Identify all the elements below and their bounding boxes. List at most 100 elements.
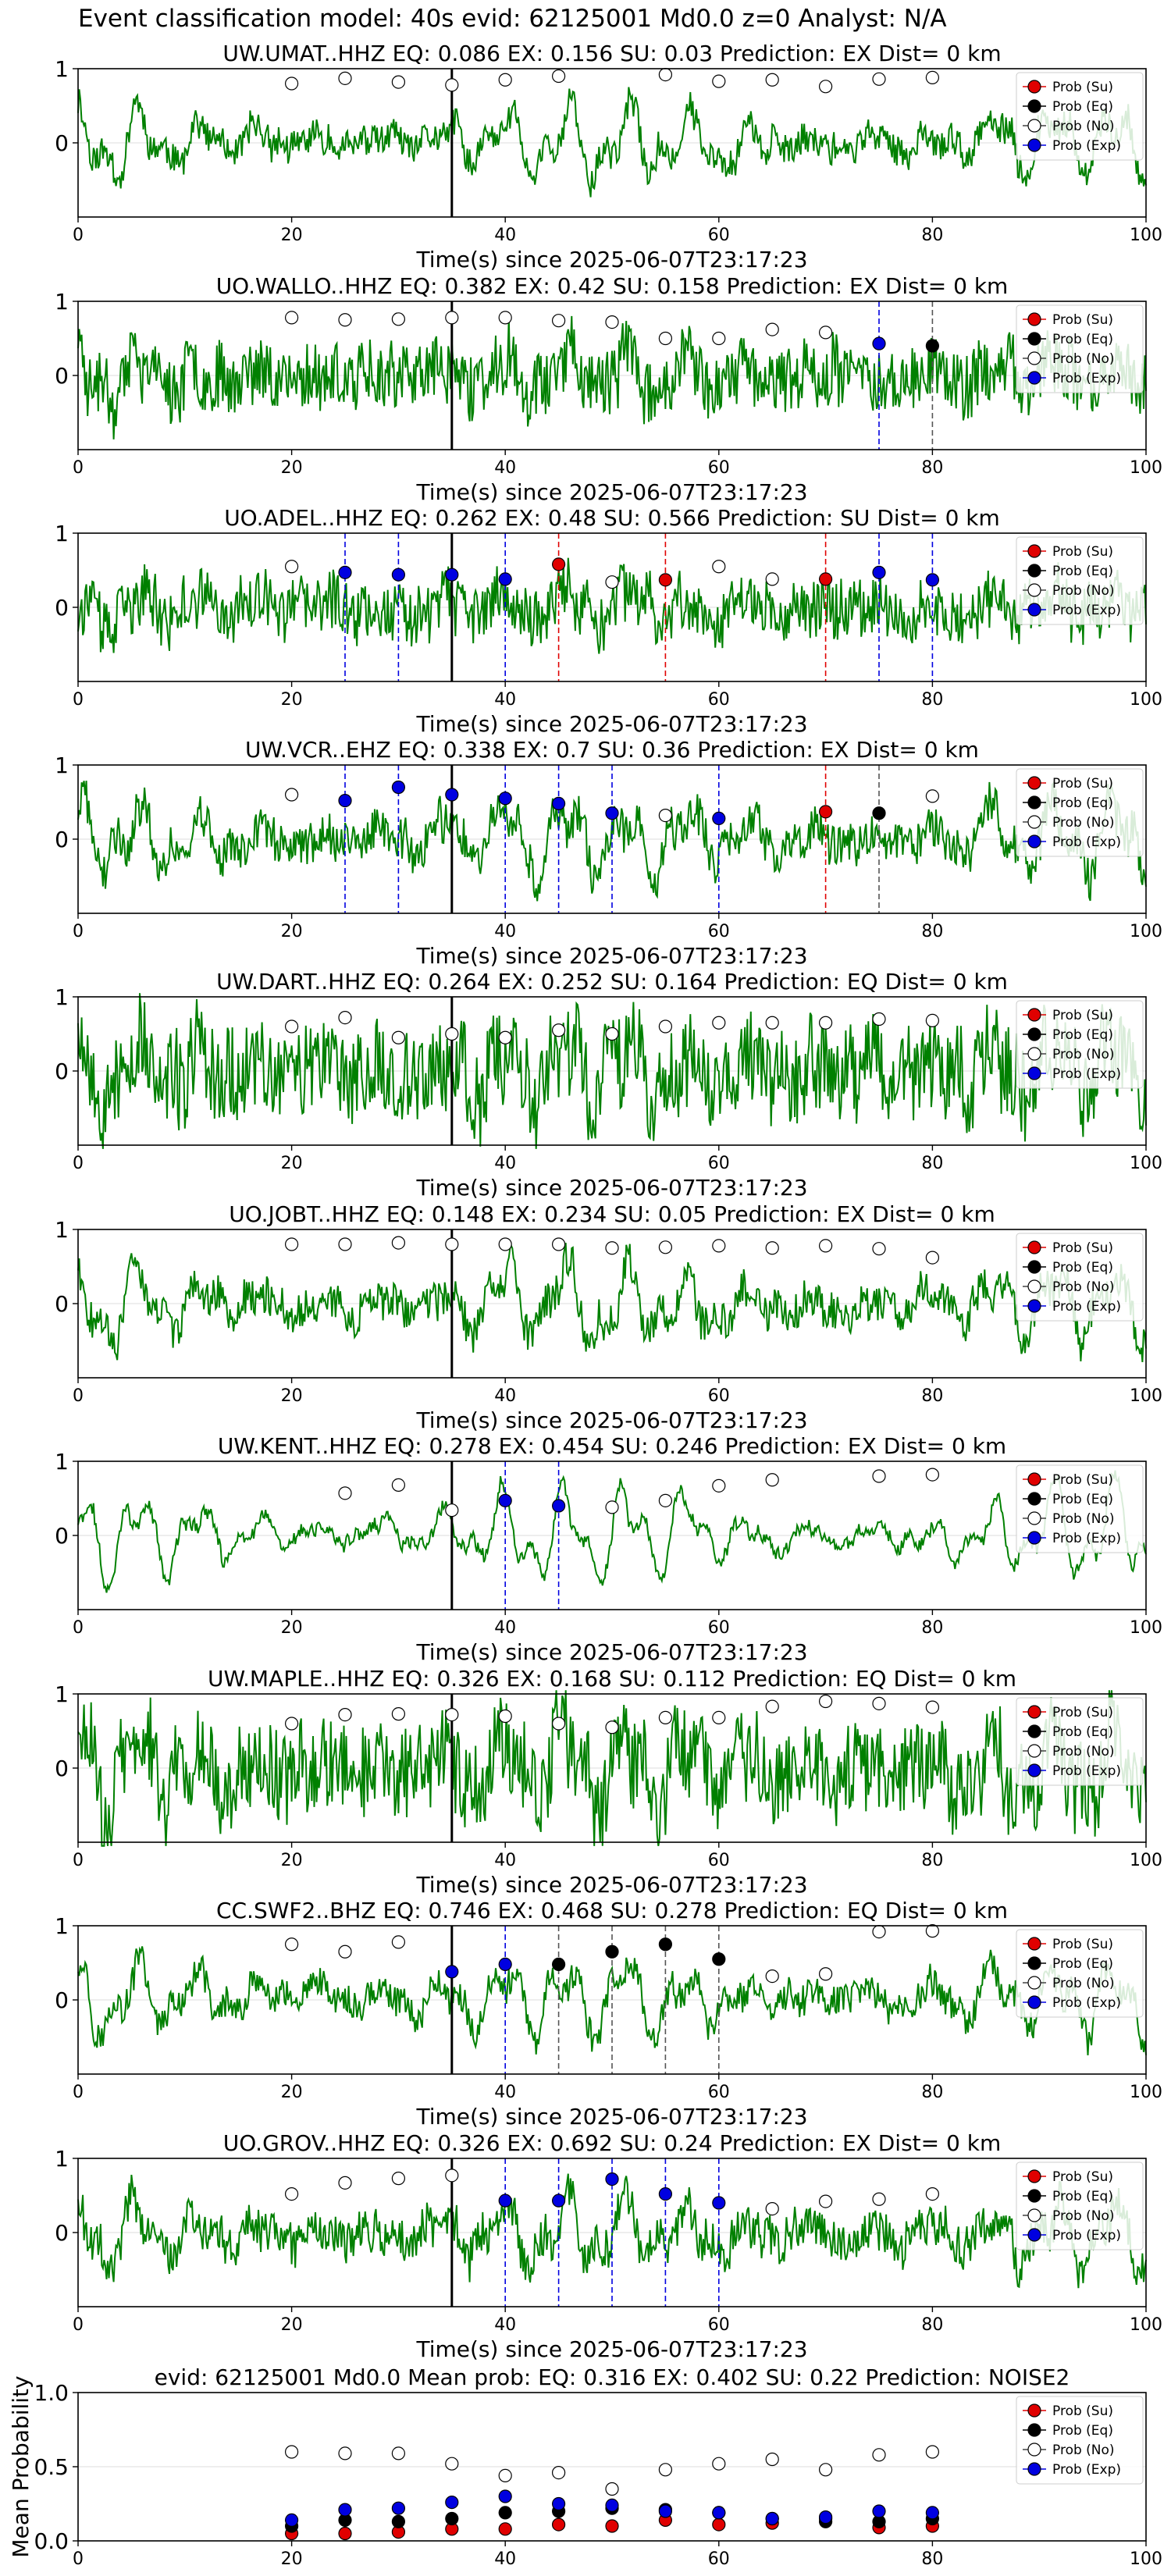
panel-8: UW.MAPLE..HHZ EQ: 0.326 EX: 0.168 SU: 0.…	[55, 1666, 1162, 1898]
x-tick-label: 20	[281, 1386, 303, 1406]
legend-label-no: Prob (No)	[1052, 1511, 1115, 1527]
legend-label-su: Prob (Su)	[1052, 1008, 1113, 1023]
mean-prob-point-no	[872, 2448, 886, 2462]
legend-box	[1016, 2161, 1144, 2250]
mean-prob-point-no	[285, 2445, 299, 2459]
probability-marker-no	[765, 1241, 779, 1255]
y-tick-label: 1	[55, 1449, 69, 1475]
probability-marker-no	[391, 1707, 405, 1721]
panel-4: UW.VCR..EHZ EQ: 0.338 EX: 0.7 SU: 0.36 P…	[55, 737, 1162, 969]
probability-marker-no	[925, 2187, 940, 2201]
x-tick-label: 0	[73, 1154, 84, 1173]
x-tick-label: 40	[494, 1154, 516, 1173]
legend-marker-su	[1027, 1937, 1041, 1951]
legend-marker-exp	[1027, 1066, 1041, 1080]
probability-marker-no	[818, 2194, 833, 2208]
legend-label-no: Prob (No)	[1052, 583, 1115, 599]
panel-7: UW.KENT..HHZ EQ: 0.278 EX: 0.454 SU: 0.2…	[55, 1433, 1162, 1665]
legend-marker-exp	[1027, 1995, 1041, 2009]
legend-marker-no	[1027, 119, 1041, 133]
probability-marker-no	[391, 1236, 405, 1250]
mean-prob-point-exp	[712, 2506, 726, 2520]
legend-label-exp: Prob (Exp)	[1052, 2462, 1121, 2478]
legend-label-su: Prob (Su)	[1052, 312, 1113, 328]
x-tick-label: 20	[281, 2315, 303, 2335]
x-tick-label: 0	[73, 2549, 84, 2569]
probability-marker-no	[391, 312, 405, 326]
probability-marker-exp	[605, 2172, 619, 2186]
probability-marker-no	[338, 1486, 352, 1500]
probability-marker-eq	[658, 1937, 673, 1952]
probability-marker-no	[498, 73, 512, 87]
legend-marker-eq	[1027, 332, 1041, 346]
y-tick-label: 1	[55, 1217, 69, 1243]
mean-prob-point-su	[498, 2522, 512, 2536]
probability-marker-no	[712, 560, 726, 574]
waveform-trace	[77, 557, 1147, 654]
legend-label-exp: Prob (Exp)	[1052, 1299, 1121, 1315]
waveform-trace	[77, 1690, 1147, 1847]
x-tick-label: 40	[494, 1851, 516, 1870]
panel-title: UW.UMAT..HHZ EQ: 0.086 EX: 0.156 SU: 0.0…	[222, 41, 1001, 66]
probability-marker-no	[925, 1251, 940, 1265]
legend-marker-exp	[1027, 1763, 1041, 1777]
y-tick-label: 0	[55, 130, 69, 156]
probability-marker-no	[925, 1013, 940, 1028]
probability-marker-no	[285, 788, 299, 802]
x-axis-label: Time(s) since 2025-06-07T23:17:23	[415, 479, 807, 505]
x-tick-label: 60	[708, 1154, 730, 1173]
legend-label-no: Prob (No)	[1052, 119, 1115, 134]
legend-marker-exp	[1027, 603, 1041, 617]
panel-title: CC.SWF2..BHZ EQ: 0.746 EX: 0.468 SU: 0.2…	[216, 1898, 1008, 1923]
mean-prob-point-no	[765, 2452, 779, 2467]
mean-prob-point-exp	[925, 2506, 940, 2520]
probability-marker-no	[551, 1023, 566, 1037]
mean-prob-point-su	[338, 2526, 352, 2541]
probability-marker-no	[285, 1937, 299, 1952]
panel-title: UO.JOBT..HHZ EQ: 0.148 EX: 0.234 SU: 0.0…	[229, 1201, 995, 1227]
probability-marker-no	[498, 1237, 512, 1251]
probability-marker-exp	[445, 568, 459, 582]
probability-marker-su	[818, 805, 833, 819]
x-tick-label: 60	[708, 922, 730, 941]
probability-marker-no	[925, 1700, 940, 1714]
mean-prob-point-no	[925, 2445, 940, 2459]
legend-label-eq: Prob (Eq)	[1052, 1724, 1113, 1740]
legend: Prob (Su) Prob (Eq) Prob (No) Prob (Exp)	[1016, 536, 1144, 625]
panel-title: UW.KENT..HHZ EQ: 0.278 EX: 0.454 SU: 0.2…	[218, 1433, 1006, 1459]
x-tick-label: 20	[281, 1618, 303, 1638]
x-axis-label: Time(s) since 2025-06-07T23:17:23	[415, 2336, 807, 2362]
legend: Prob (Su) Prob (Eq) Prob (No) Prob (Exp)	[1016, 1697, 1144, 1786]
x-axis-label: Time(s) since 2025-06-07T23:17:23	[415, 1872, 807, 1898]
probability-marker-no	[285, 1019, 299, 1034]
probability-marker-no	[765, 1699, 779, 1713]
x-tick-label: 20	[281, 226, 303, 245]
panel-9: CC.SWF2..BHZ EQ: 0.746 EX: 0.468 SU: 0.2…	[55, 1898, 1162, 2129]
legend: Prob (Su) Prob (Eq) Prob (No) Prob (Exp)	[1016, 2396, 1144, 2485]
probability-marker-no	[445, 1026, 459, 1041]
probability-marker-exp	[498, 572, 512, 586]
legend-label-eq: Prob (Eq)	[1052, 795, 1113, 811]
mean-prob-point-exp	[445, 2496, 459, 2510]
x-tick-label: 0	[73, 922, 84, 941]
probability-marker-no	[445, 2169, 459, 2183]
legend-label-su: Prob (Su)	[1052, 544, 1113, 560]
y-tick-label: 0	[55, 1756, 69, 1781]
legend-marker-su	[1027, 1472, 1041, 1486]
x-tick-label: 100	[1130, 922, 1162, 941]
probability-marker-no	[818, 1016, 833, 1030]
mean-prob-point-exp	[605, 2498, 619, 2512]
legend-marker-no	[1027, 1047, 1041, 1061]
y-tick-label: 0.5	[34, 2454, 69, 2480]
probability-marker-no	[285, 311, 299, 325]
panel-title: UW.VCR..EHZ EQ: 0.338 EX: 0.7 SU: 0.36 P…	[245, 737, 979, 763]
legend-marker-no	[1027, 583, 1041, 597]
legend-marker-eq	[1027, 564, 1041, 578]
probability-marker-exp	[872, 336, 886, 350]
waveform-trace	[77, 993, 1147, 1149]
probability-marker-no	[338, 71, 352, 85]
probability-marker-exp	[338, 793, 352, 808]
legend-marker-su	[1027, 312, 1041, 326]
probability-marker-no	[925, 1468, 940, 1482]
